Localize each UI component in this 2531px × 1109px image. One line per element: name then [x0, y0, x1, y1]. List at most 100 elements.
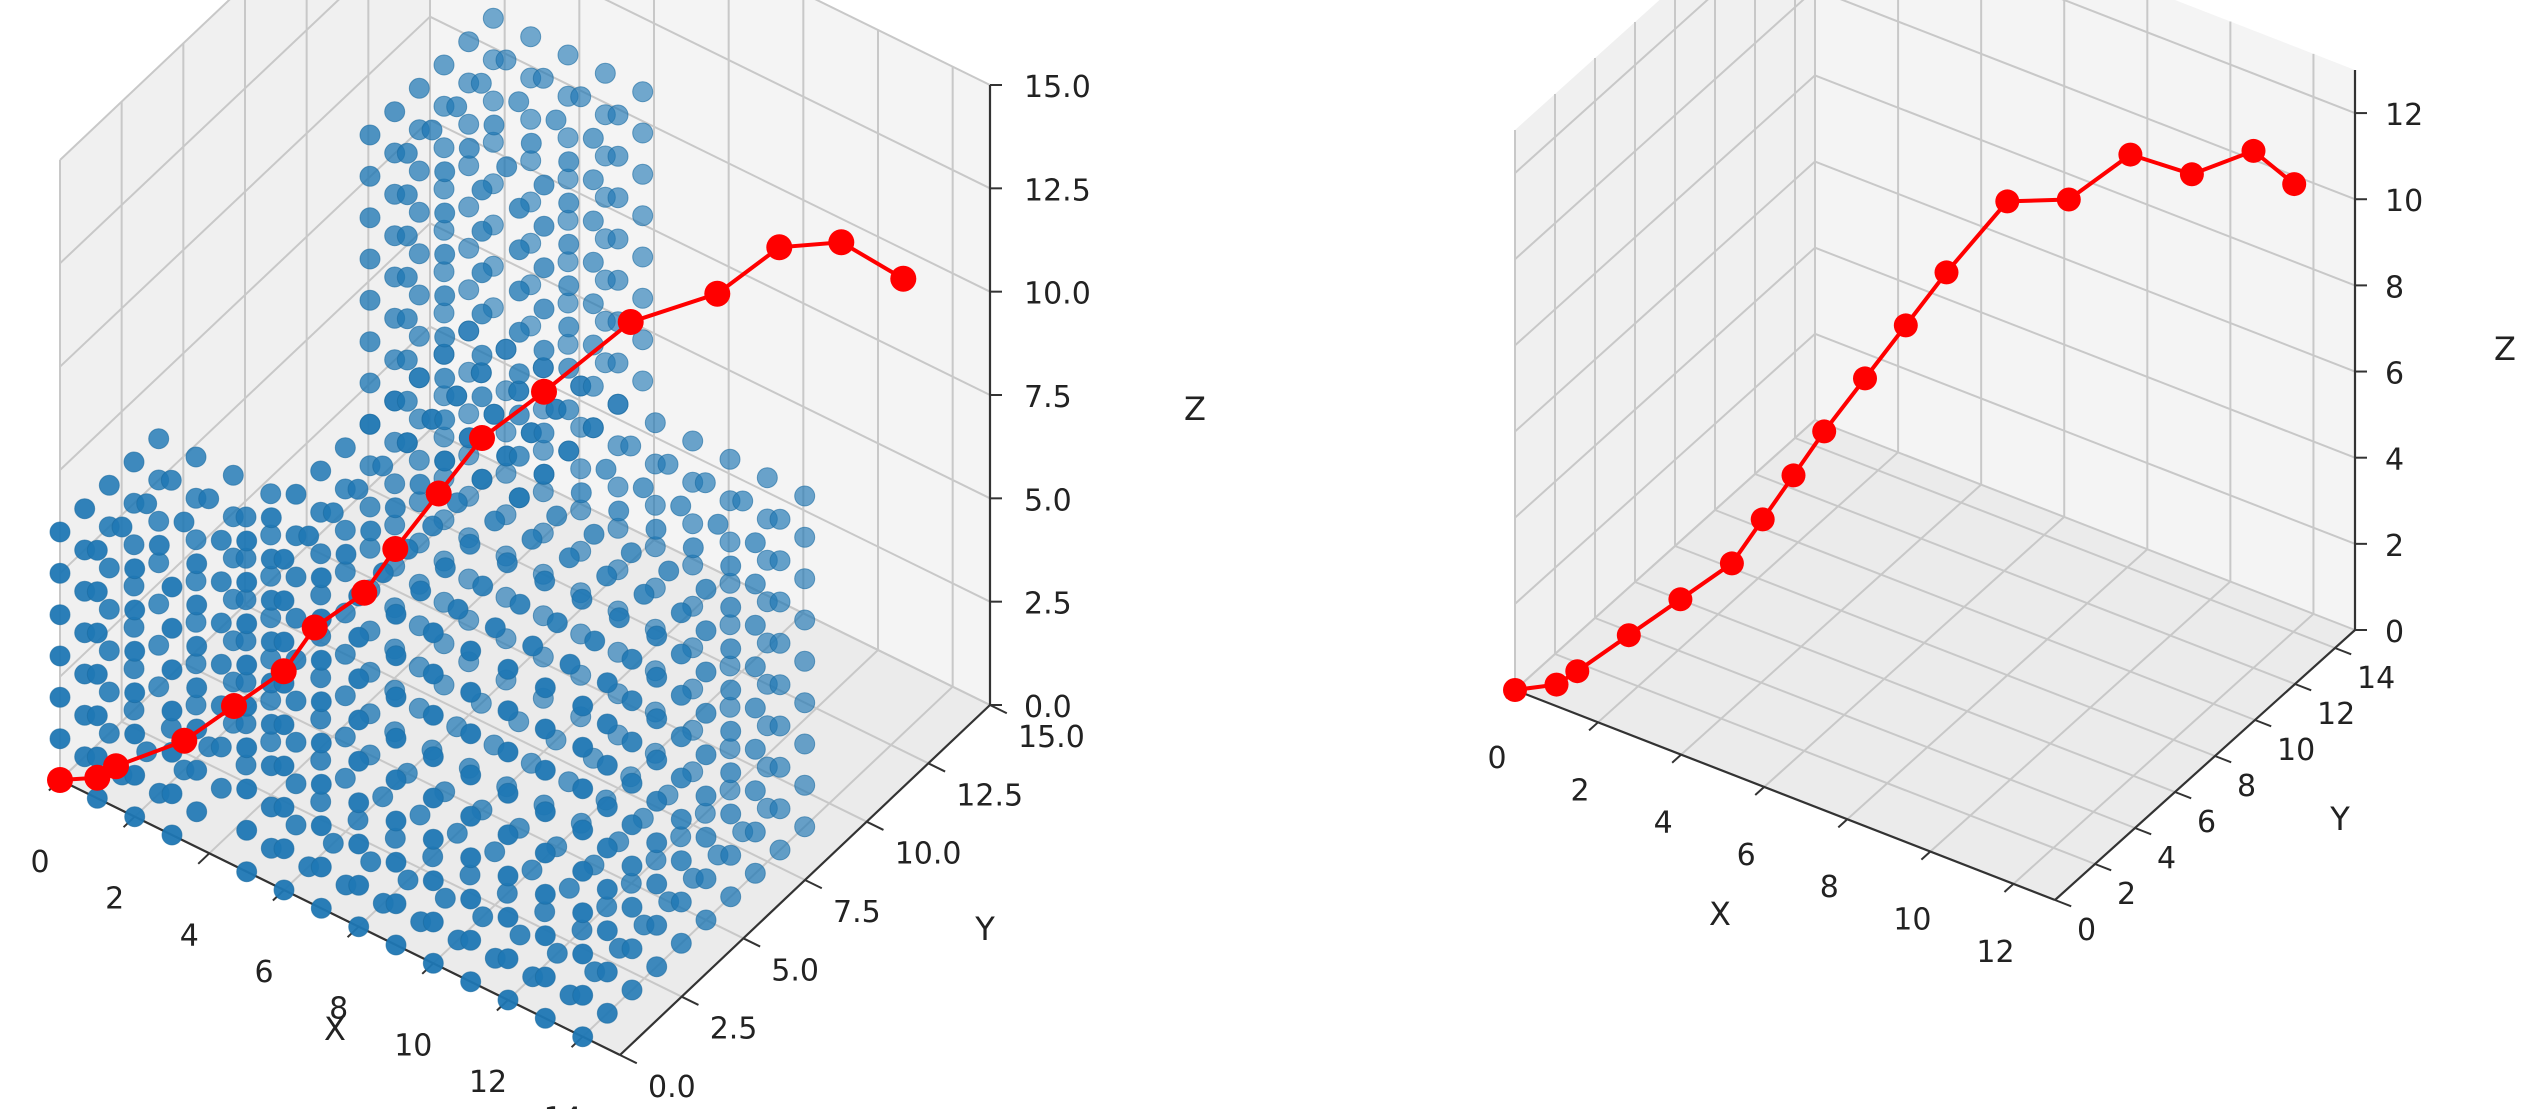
left-obstacle-point [359, 331, 381, 353]
left-obstacle-point [198, 488, 220, 510]
left-obstacle-point [769, 674, 791, 696]
left-path-point [270, 658, 297, 685]
left-obstacle-point [596, 713, 618, 735]
left-obstacle-point [422, 746, 444, 768]
left-obstacle-point [720, 555, 742, 577]
left-obstacle-point [520, 26, 542, 48]
left-obstacle-point [670, 643, 692, 665]
left-obstacle-point [596, 961, 618, 983]
left-obstacle-point [495, 338, 517, 360]
left-obstacle-point [460, 805, 482, 827]
left-obstacle-point [682, 430, 704, 452]
left-obstacle-point [720, 596, 742, 618]
left-obstacle-point [148, 534, 170, 556]
left-obstacle-point [433, 54, 455, 76]
left-obstacle-point [557, 44, 579, 66]
left-obstacle-point [557, 127, 579, 149]
right-x-tick [1671, 753, 1682, 764]
right-grid-z-back [1814, 160, 2356, 373]
left-obstacle-point [534, 801, 556, 823]
left-obstacle-point [670, 767, 692, 789]
left-obstacle-point [359, 207, 381, 229]
left-obstacle-point [185, 446, 207, 468]
left-obstacle-point [558, 547, 580, 569]
left-obstacle-point [658, 560, 680, 582]
left-obstacle-point [348, 668, 370, 690]
left-obstacle-point [335, 543, 357, 565]
right-z-tick-label: 6 [2385, 357, 2404, 392]
left-obstacle-point [458, 31, 480, 53]
left-obstacle-point [596, 837, 618, 859]
left-obstacle-point [396, 432, 418, 454]
left-obstacle-point [769, 508, 791, 530]
left-obstacle-point [359, 165, 381, 187]
right-x-axis-label: X [1709, 895, 1731, 933]
left-obstacle-point [86, 705, 108, 727]
left-z-tick-label: 2.5 [1024, 587, 1072, 622]
left-obstacle-point [384, 101, 406, 123]
right-path-point [1668, 587, 1693, 612]
left-obstacle-point [471, 344, 493, 366]
left-obstacle-point [533, 339, 555, 361]
left-obstacle-point [273, 796, 295, 818]
left-obstacle-point [458, 279, 480, 301]
left-obstacle-point [744, 532, 766, 554]
left-obstacle-point [682, 537, 704, 559]
left-obstacle-point [508, 404, 530, 426]
left-obstacle-point [310, 897, 332, 919]
right-grid-z-side [1514, 419, 1816, 691]
left-obstacle-point [695, 661, 717, 683]
left-obstacle-point [794, 816, 816, 838]
left-obstacle-point [334, 519, 356, 541]
left-obstacle-point [98, 640, 120, 662]
left-path-point [47, 767, 73, 793]
left-obstacle-point [794, 733, 816, 755]
left-obstacle-point [632, 370, 654, 392]
left-obstacle-point [49, 562, 71, 584]
left-obstacle-point [496, 156, 518, 178]
left-obstacle-point [646, 625, 668, 647]
left-obstacle-point [161, 700, 183, 722]
left-obstacle-point [186, 801, 208, 823]
left-grid-z-side [59, 0, 231, 161]
left-obstacle-point [582, 417, 604, 439]
left-obstacle-point [621, 979, 643, 1001]
left-obstacle-point [322, 832, 344, 854]
left-path-point [84, 764, 111, 791]
left-obstacle-point [285, 814, 307, 836]
left-obstacle-point [434, 409, 456, 431]
left-obstacle-point [484, 510, 506, 532]
left-obstacle-point [607, 476, 629, 498]
left-obstacle-point [534, 718, 556, 740]
left-obstacle-point [422, 870, 444, 892]
left-obstacle-point [434, 243, 456, 265]
left-obstacle-point [582, 210, 604, 232]
left-obstacle-point [633, 583, 655, 605]
left-obstacle-point [210, 777, 232, 799]
left-obstacle-point [695, 578, 717, 600]
left-obstacle-point [646, 790, 668, 812]
right-grid-z-side [1514, 74, 1816, 347]
right-z-axis-label: Z [2494, 330, 2516, 368]
left-obstacle-point [695, 702, 717, 724]
left-obstacle-point [608, 607, 630, 629]
right-grid-z-back [1814, 332, 2356, 545]
left-y-tick [989, 704, 1008, 715]
left-obstacle-point [508, 321, 530, 343]
left-obstacle-point [646, 914, 668, 936]
left-obstacle-point [484, 617, 506, 639]
left-obstacle-point [298, 525, 320, 547]
left-obstacle-point [558, 275, 580, 297]
left-obstacle-point [408, 449, 430, 471]
right-grid-x-floor [1597, 451, 1899, 724]
left-obstacle-point [236, 654, 258, 676]
right-y-tick [2134, 827, 2152, 836]
left-obstacle-point [348, 916, 370, 938]
right-axes [1514, 70, 2357, 902]
left-obstacle-point [124, 723, 146, 745]
left-obstacle-point [744, 697, 766, 719]
left-obstacle-point [260, 507, 282, 529]
right-y-tick-label: 12 [2317, 697, 2355, 732]
left-obstacle-point [334, 437, 356, 459]
left-z-axis-label: Z [1184, 390, 1206, 428]
